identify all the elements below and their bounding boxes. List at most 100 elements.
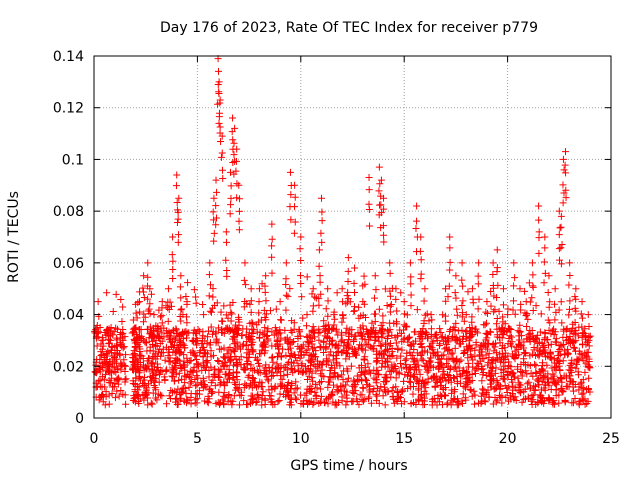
data-point-peak — [227, 201, 235, 209]
data-point — [436, 325, 444, 333]
data-point-peak — [140, 310, 148, 318]
data-point — [531, 360, 539, 368]
data-point — [372, 350, 380, 358]
y-tick-label: 0.04 — [53, 308, 84, 324]
data-point-peak — [510, 282, 518, 290]
data-point-peak — [297, 279, 305, 287]
data-point-peak — [317, 194, 325, 202]
data-point-peak — [535, 216, 543, 224]
data-point-peak — [474, 272, 482, 280]
data-point — [122, 400, 130, 408]
data-point — [410, 345, 418, 353]
data-point — [182, 389, 190, 397]
data-point — [581, 368, 589, 376]
data-point — [194, 374, 202, 382]
data-point — [144, 362, 152, 370]
data-point — [161, 356, 169, 364]
data-point — [221, 354, 229, 362]
data-point-peak — [556, 224, 564, 232]
data-point — [208, 308, 216, 316]
data-point — [122, 351, 130, 359]
data-point-peak — [144, 259, 152, 267]
data-point — [333, 388, 341, 396]
data-point — [418, 355, 426, 363]
data-point — [523, 380, 531, 388]
data-point — [397, 352, 405, 360]
data-point — [306, 365, 314, 373]
data-point-peak — [535, 234, 543, 242]
data-point — [248, 347, 256, 355]
data-point — [556, 373, 564, 381]
data-point — [117, 296, 125, 303]
data-point — [211, 301, 219, 309]
data-point — [362, 340, 370, 348]
data-point — [183, 354, 191, 362]
data-point-peak — [152, 336, 160, 344]
data-point — [327, 348, 335, 356]
data-point — [536, 338, 544, 346]
data-point-peak — [256, 333, 264, 341]
data-point — [244, 373, 252, 381]
data-point-peak — [541, 244, 549, 252]
data-point — [106, 367, 114, 375]
data-point — [445, 355, 453, 363]
data-point — [277, 316, 285, 324]
data-point — [192, 382, 200, 390]
data-point-peak — [483, 309, 491, 317]
data-point — [232, 355, 240, 363]
data-point — [511, 355, 519, 363]
data-point-peak — [562, 194, 570, 202]
data-point-peak — [452, 272, 460, 280]
data-point-peak — [214, 67, 222, 75]
data-point-peak — [210, 216, 218, 224]
data-point — [372, 379, 380, 387]
data-point — [284, 381, 292, 389]
data-point — [149, 353, 157, 361]
data-point — [536, 328, 544, 336]
chart-title: Day 176 of 2023, Rate Of TEC Index for r… — [160, 20, 538, 36]
data-point — [533, 344, 541, 352]
y-tick-label: 0.02 — [53, 359, 84, 375]
data-point — [217, 308, 225, 316]
data-point-peak — [420, 317, 428, 325]
data-point — [287, 385, 295, 393]
data-point — [196, 390, 204, 398]
data-point — [155, 378, 163, 386]
data-point-peak — [413, 202, 421, 210]
data-point — [287, 395, 295, 403]
data-point — [508, 390, 516, 398]
data-point — [274, 364, 282, 372]
data-point — [451, 385, 459, 393]
data-point — [539, 342, 547, 350]
data-point — [276, 390, 284, 398]
data-point-peak — [365, 174, 373, 182]
data-point — [486, 328, 494, 336]
data-point — [529, 396, 537, 404]
data-point — [431, 382, 439, 390]
data-point — [224, 393, 232, 401]
data-point-peak — [309, 328, 317, 336]
data-point-peak — [551, 285, 559, 293]
data-point — [393, 398, 401, 406]
data-point — [157, 352, 165, 360]
data-point — [320, 317, 328, 325]
data-point — [416, 370, 424, 378]
data-point — [381, 401, 389, 409]
data-point — [272, 305, 280, 313]
data-point-peak — [213, 188, 221, 196]
data-point — [177, 349, 185, 357]
data-point — [332, 358, 340, 366]
data-point — [406, 333, 414, 341]
data-point — [575, 383, 583, 391]
data-point-peak — [262, 297, 270, 305]
data-point — [379, 392, 387, 400]
data-point — [162, 302, 170, 310]
data-point-peak — [370, 310, 378, 318]
data-point — [280, 391, 288, 399]
data-point — [458, 326, 466, 334]
data-point — [94, 328, 102, 336]
data-point-peak — [315, 246, 323, 254]
data-point-peak — [421, 311, 429, 319]
data-point — [382, 340, 390, 348]
data-point — [485, 350, 493, 358]
